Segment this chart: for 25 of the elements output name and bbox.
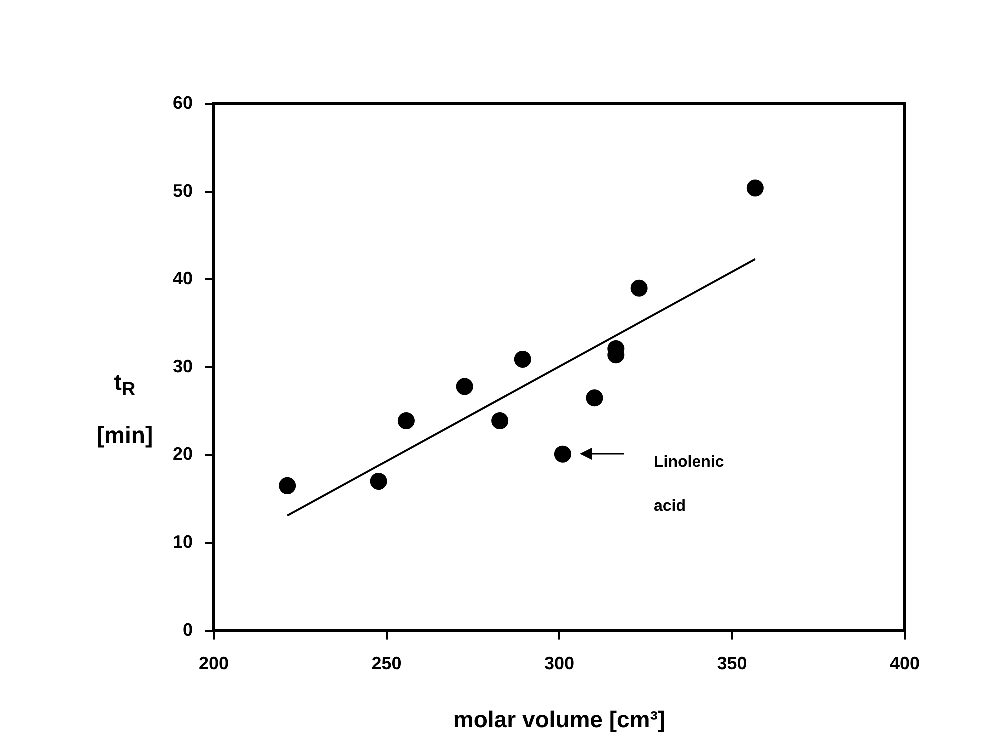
y-tick-label: 50 [172,180,193,201]
x-tick-label: 250 [372,654,402,674]
y-tick-label: 0 [182,620,193,640]
x-tick-label: 350 [717,654,748,674]
x-tick-label: 400 [890,654,920,674]
point [398,412,415,430]
text: Linolenic acid [654,454,724,515]
point [746,180,764,197]
y-tick-label: 40 [172,268,193,289]
y-axis-title: t$_{R}$ [min] [96,368,154,450]
y-tick-label: 20 [172,444,193,464]
point [554,446,572,463]
point [630,280,648,297]
y-tick-label: 30 [172,356,193,376]
point [456,378,474,396]
point [492,412,509,430]
y-tick-label: 10 [172,532,193,552]
point [370,473,388,490]
point [279,477,296,494]
point [514,351,532,368]
x-tick-label: 200 [198,654,230,674]
x-axis-title: molar volume [cm³] [453,706,666,733]
point [586,390,604,407]
x-tick-label: 300 [544,654,575,674]
y-tick-label: 60 [172,92,193,113]
